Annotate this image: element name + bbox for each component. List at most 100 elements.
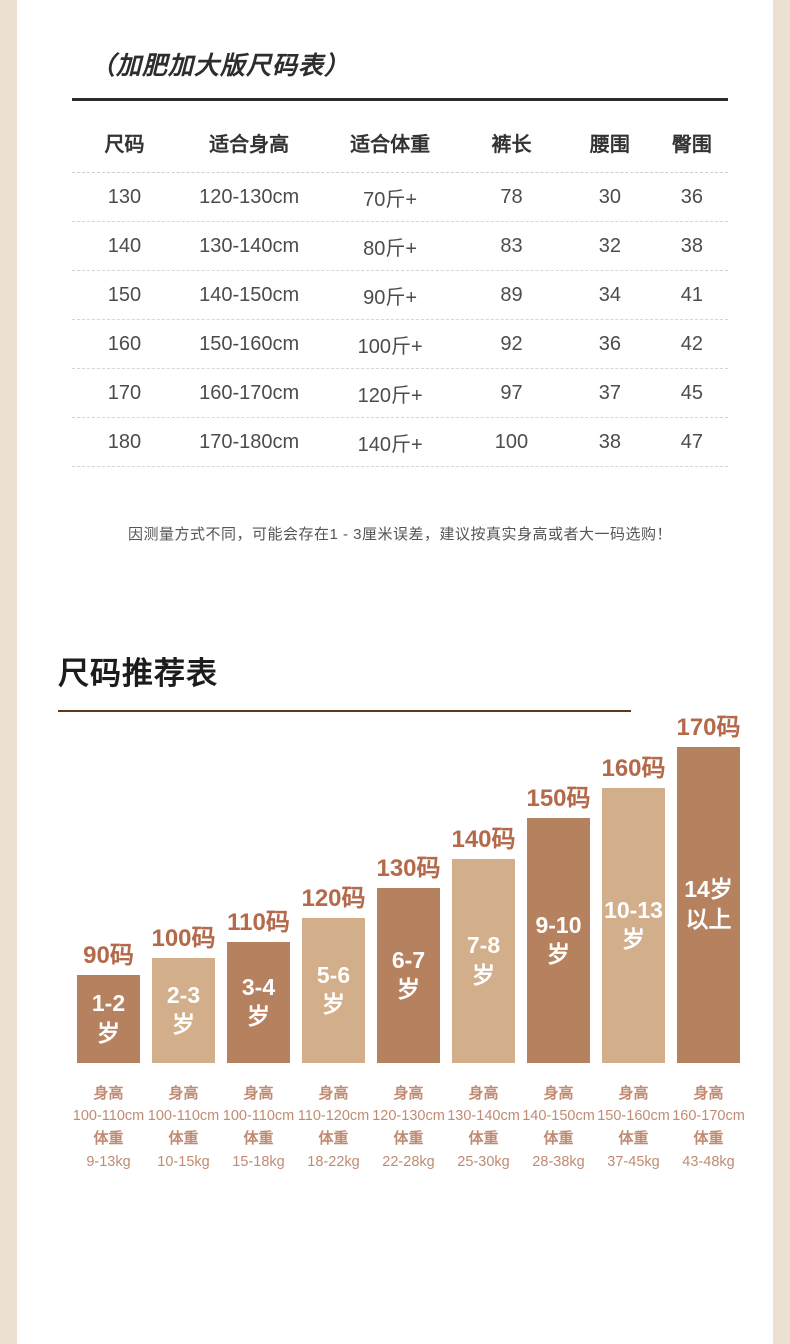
size-recommendation-chart: 90码 1-2 岁身高 100-110cm 体重 9-13kg 100码 2-3 岁身高 10…: [73, 714, 773, 1173]
footnote-height-label: 身高: [468, 1084, 499, 1102]
bar-size-label: 160码: [601, 755, 666, 782]
size-table-body: 130 120-130cm 70斤+ 78 30 36 140 130-140cm 80斤+ 83…: [72, 173, 728, 467]
footnote-weight-label: 体重: [93, 1130, 124, 1148]
footnote-weight-label: 体重: [543, 1130, 574, 1148]
bar-footnote: 身高 100-110cm 体重 9-13kg: [73, 1082, 144, 1173]
footnote-weight-label: 体重: [693, 1130, 724, 1148]
size-cell: 38: [598, 430, 621, 453]
size-cell: 36: [598, 332, 621, 355]
table-row: 180 170-180cm 140斤+ 100 38 47: [72, 418, 728, 467]
size-col-header-4: 腰围: [589, 134, 630, 156]
size-cell: 83: [500, 234, 523, 257]
table-row: 160 150-160cm 100斤+ 92 36 42: [72, 320, 728, 369]
bar-age-label: 2-3 岁: [166, 981, 201, 1038]
bar-age-label: 5-6 岁: [316, 961, 351, 1018]
size-cell: 100斤+: [357, 335, 423, 358]
size-table: 尺码 适合身高 适合体重 裤长 腰围 臀围 130 120-130cm 70斤+ 78 30 36 1…: [72, 113, 728, 467]
size-cell: 38: [680, 234, 703, 257]
bar-footnote: 身高 100-110cm 体重 15-18kg: [223, 1082, 294, 1173]
plus-size-table-title: （加肥加大版尺码表）: [90, 52, 351, 80]
footnote-height-label: 身高: [318, 1084, 349, 1102]
table-row: 140 130-140cm 80斤+ 83 32 38: [72, 222, 728, 271]
size-cell: 150-160cm: [199, 332, 300, 355]
footnote-weight-value: 9-13kg: [86, 1153, 131, 1170]
bar-age-label: 9-10 岁: [535, 911, 582, 968]
bar-size-label: 90码: [83, 942, 134, 969]
bar: 9-10 岁: [527, 817, 590, 1063]
footnote-weight-label: 体重: [393, 1130, 424, 1148]
size-cell: 170-180cm: [199, 430, 300, 453]
title-underline: [72, 98, 728, 101]
size-cell: 37: [598, 381, 621, 404]
footnote-height-value: 140-150cm: [522, 1107, 595, 1124]
size-cell: 70斤+: [363, 188, 418, 211]
chart-bar-column: 150码 9-10 岁身高 140-150cm 体重 28-38kg: [522, 785, 595, 1173]
table-row: 170 160-170cm 120斤+ 97 37 45: [72, 369, 728, 418]
measurement-note: 因测量方式不同，可能会存在1 - 3厘米误差，建议按真实身高或者大一码选购！: [127, 526, 673, 543]
size-col-header-5: 臀围: [671, 134, 712, 156]
chart-bar-column: 120码 5-6 岁身高 110-120cm 体重 18-22kg: [298, 885, 369, 1173]
bar-footnote: 身高 120-130cm 体重 22-28kg: [372, 1082, 445, 1173]
footnote-height-value: 110-120cm: [297, 1107, 370, 1124]
footnote-weight-value: 18-22kg: [307, 1153, 360, 1170]
bar-age-label: 7-8 岁: [466, 932, 501, 988]
bar-size-label: 130码: [376, 855, 441, 882]
footnote-weight-label: 体重: [168, 1130, 199, 1148]
size-cell: 170: [107, 381, 142, 404]
chart-bar-column: 140码 7-8 岁身高 130-140cm 体重 25-30kg: [447, 826, 520, 1173]
size-cell: 42: [680, 332, 703, 355]
footnote-weight-value: 25-30kg: [457, 1153, 510, 1170]
footnote-height-value: 150-160cm: [597, 1107, 670, 1124]
footnote-height-value: 100-110cm: [222, 1107, 295, 1124]
size-col-header-3: 裤长: [491, 134, 532, 156]
bar-footnote: 身高 100-110cm 体重 10-15kg: [148, 1082, 219, 1173]
bar: 7-8 岁: [452, 858, 515, 1063]
chart-bar-column: 110码 3-4 岁身高 100-110cm 体重 15-18kg: [223, 909, 294, 1173]
size-col-header-0: 尺码: [104, 134, 145, 156]
footnote-weight-value: 28-38kg: [532, 1153, 585, 1170]
chart-bar-column: 160码 10-13 岁身高 150-160cm 体重 37-45kg: [597, 755, 670, 1173]
size-cell: 34: [598, 283, 621, 306]
size-cell: 92: [500, 332, 523, 355]
footnote-height-label: 身高: [543, 1084, 574, 1102]
size-cell: 32: [598, 234, 621, 257]
size-cell: 140: [107, 234, 142, 257]
footnote-height-label: 身高: [393, 1084, 424, 1102]
footnote-weight-value: 22-28kg: [382, 1153, 435, 1170]
size-cell: 150: [107, 283, 142, 306]
footnote-weight-value: 10-15kg: [157, 1153, 210, 1170]
size-cell: 90斤+: [363, 286, 418, 309]
bar: 2-3 岁: [152, 957, 215, 1063]
footnote-weight-label: 体重: [468, 1130, 499, 1148]
footnote-height-label: 身高: [693, 1084, 724, 1102]
size-col-header-2: 适合体重: [350, 134, 431, 156]
right-margin-strip: [773, 0, 790, 1344]
size-cell: 36: [680, 185, 703, 208]
bar-age-label: 14岁 以上: [684, 876, 733, 932]
size-cell: 160: [107, 332, 142, 355]
bar: 10-13 岁: [602, 787, 665, 1063]
size-cell: 180: [107, 430, 142, 453]
table-row: 150 140-150cm 90斤+ 89 34 41: [72, 271, 728, 320]
bar: 3-4 岁: [227, 941, 290, 1063]
left-margin-strip: [0, 0, 17, 1344]
bar-age-label: 3-4 岁: [241, 973, 276, 1030]
footnote-weight-label: 体重: [243, 1130, 274, 1148]
size-cell: 80斤+: [363, 237, 418, 260]
bar-footnote: 身高 130-140cm 体重 25-30kg: [447, 1082, 520, 1173]
footnote-height-value: 100-110cm: [72, 1107, 145, 1124]
bar: 14岁 以上: [677, 746, 740, 1063]
bar-size-label: 140码: [451, 826, 516, 853]
size-cell: 89: [500, 283, 523, 306]
footnote-weight-value: 37-45kg: [607, 1153, 660, 1170]
footnote-weight-label: 体重: [618, 1130, 649, 1148]
bar: 6-7 岁: [377, 887, 440, 1063]
size-cell: 140斤+: [357, 433, 423, 456]
bar-age-label: 1-2 岁: [91, 990, 126, 1046]
footnote-weight-label: 体重: [318, 1130, 349, 1148]
bar-footnote: 身高 160-170cm 体重 43-48kg: [672, 1082, 745, 1173]
footnote-height-value: 100-110cm: [147, 1107, 220, 1124]
bar: 1-2 岁: [77, 974, 140, 1063]
size-cell: 97: [500, 381, 523, 404]
